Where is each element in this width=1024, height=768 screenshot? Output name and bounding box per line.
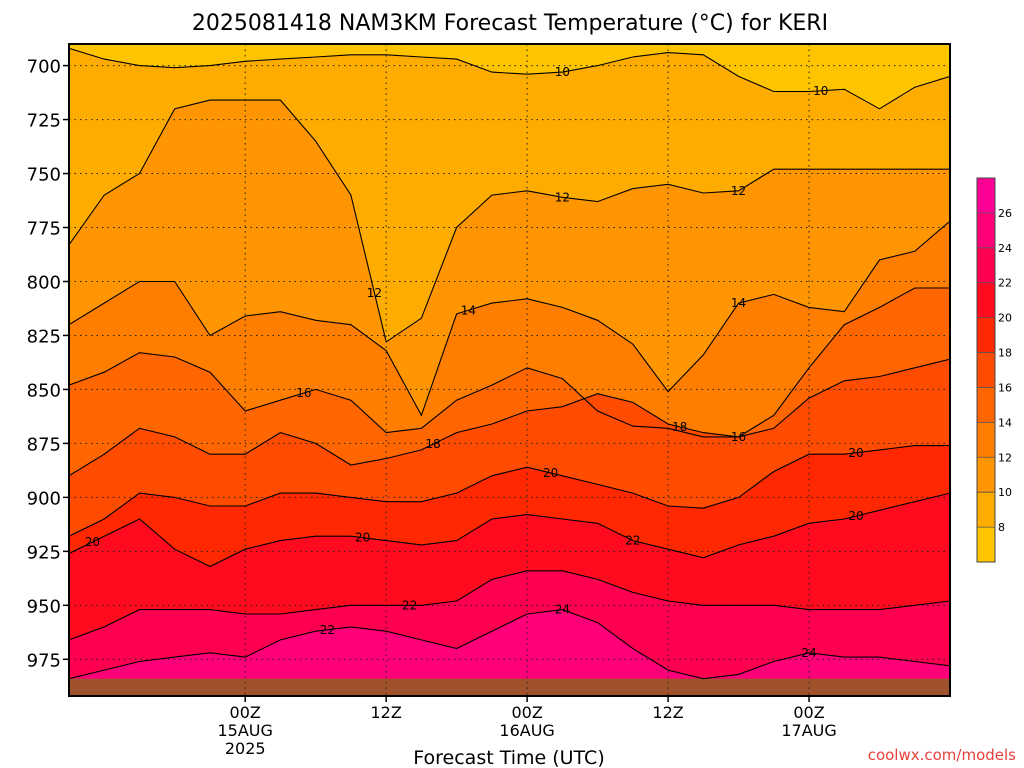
y-tick-label: 975 xyxy=(27,650,61,671)
y-axis: 700 725 750 775 800 825 850 875 900 925 950 975 xyxy=(27,57,69,671)
y-tick-label: 875 xyxy=(27,434,61,455)
x-tick-label: 17AUG xyxy=(781,721,836,740)
credit-text: coolwx.com/models xyxy=(868,746,1016,764)
y-tick-label: 900 xyxy=(27,488,61,509)
isotherm-24 xyxy=(69,570,950,641)
x-tick-label: 16AUG xyxy=(499,721,554,740)
color-bar-swatch xyxy=(977,178,995,214)
isotherm-label: 20 xyxy=(848,509,863,523)
color-bar-swatch xyxy=(977,457,995,493)
y-tick-label: 950 xyxy=(27,596,61,617)
isotherm-label: 16 xyxy=(296,386,311,400)
x-tick-label: 00Z xyxy=(511,703,542,722)
isotherm-label: 20 xyxy=(848,446,863,460)
isotherm-label: 20 xyxy=(543,466,558,480)
color-bar: 8 10 12 14 16 18 20 22 24 26 xyxy=(976,177,1012,563)
y-tick-label: 925 xyxy=(27,542,61,563)
color-bar-label: 26 xyxy=(998,207,1012,220)
ground-fill xyxy=(69,678,950,696)
color-bar-swatch xyxy=(977,527,995,563)
isotherm-label: 12 xyxy=(555,190,570,204)
color-bar-swatch xyxy=(977,492,995,528)
isotherm-12 xyxy=(69,99,950,343)
color-bar-label: 16 xyxy=(998,381,1012,394)
isotherm-label: 22 xyxy=(402,598,417,612)
chart-title: 2025081418 NAM3KM Forecast Temperature (… xyxy=(192,11,828,36)
isotherm-lines xyxy=(69,47,950,680)
plot-frame xyxy=(68,43,951,697)
color-bar-label: 24 xyxy=(998,242,1012,255)
isotherm-label: 12 xyxy=(367,286,382,300)
isotherm-label: 14 xyxy=(461,303,476,317)
color-bar-swatch xyxy=(977,247,995,284)
isotherm-label: 24 xyxy=(555,603,570,617)
isotherm-16 xyxy=(69,287,950,438)
color-bar-swatch xyxy=(977,317,995,354)
y-tick-label: 700 xyxy=(27,57,61,78)
isotherm-label: 12 xyxy=(731,184,746,198)
x-axis-title: Forecast Time (UTC) xyxy=(413,747,604,768)
y-tick-label: 800 xyxy=(27,272,61,293)
color-bar-swatch xyxy=(977,387,995,423)
isotherm-label: 22 xyxy=(320,623,335,637)
color-bar-label: 22 xyxy=(998,277,1012,290)
color-bar-swatch xyxy=(977,422,995,458)
isotherm-label: 14 xyxy=(731,296,746,310)
temperature-fill xyxy=(69,44,950,696)
x-tick-label: 2025 xyxy=(225,739,266,758)
isotherm-22 xyxy=(69,492,950,568)
color-bar-label: 8 xyxy=(998,521,1005,534)
x-tick-label: 12Z xyxy=(370,703,401,722)
color-bar-swatch xyxy=(977,352,995,388)
color-bar-label: 14 xyxy=(998,416,1012,429)
color-bar-label: 12 xyxy=(998,451,1012,464)
color-bar-swatch xyxy=(977,282,995,319)
isotherm-label: 16 xyxy=(731,430,746,444)
color-bar-label: 20 xyxy=(998,312,1012,325)
isotherm-label: 18 xyxy=(426,437,441,451)
isotherm-14 xyxy=(69,220,950,417)
y-tick-label: 775 xyxy=(27,219,61,240)
isotherm-label: 10 xyxy=(555,65,570,79)
isotherm-26 xyxy=(69,609,950,680)
x-tick-label: 15AUG xyxy=(217,721,272,740)
y-tick-label: 850 xyxy=(27,380,61,401)
grid-lines xyxy=(69,44,950,696)
color-bar-frame xyxy=(976,177,996,563)
isotherm-label: 20 xyxy=(355,531,370,545)
isotherm-label: 18 xyxy=(672,420,687,434)
isotherm-label: 10 xyxy=(813,84,828,98)
y-tick-label: 750 xyxy=(27,165,61,186)
isotherm-20 xyxy=(69,445,950,537)
y-tick-label: 825 xyxy=(27,326,61,347)
x-tick-label: 00Z xyxy=(793,703,824,722)
band-above-26 xyxy=(69,609,950,696)
isotherm-18 xyxy=(69,358,950,477)
y-tick-label: 725 xyxy=(27,111,61,132)
color-bar-label: 18 xyxy=(998,347,1012,360)
isotherm-label: 22 xyxy=(625,534,640,548)
color-bar-label: 10 xyxy=(998,486,1012,499)
color-bar-swatch xyxy=(977,212,995,249)
x-tick-label: 12Z xyxy=(652,703,683,722)
isotherm-labels: 10 10 12 12 12 14 14 16 16 18 18 20 20 20 20 22 20 22 22 24… xyxy=(85,65,864,660)
isotherm-label: 20 xyxy=(85,535,100,549)
ground-area xyxy=(69,678,950,696)
isotherm-10 xyxy=(69,47,950,110)
isotherm-label: 24 xyxy=(801,646,816,660)
x-tick-label: 00Z xyxy=(230,703,261,722)
